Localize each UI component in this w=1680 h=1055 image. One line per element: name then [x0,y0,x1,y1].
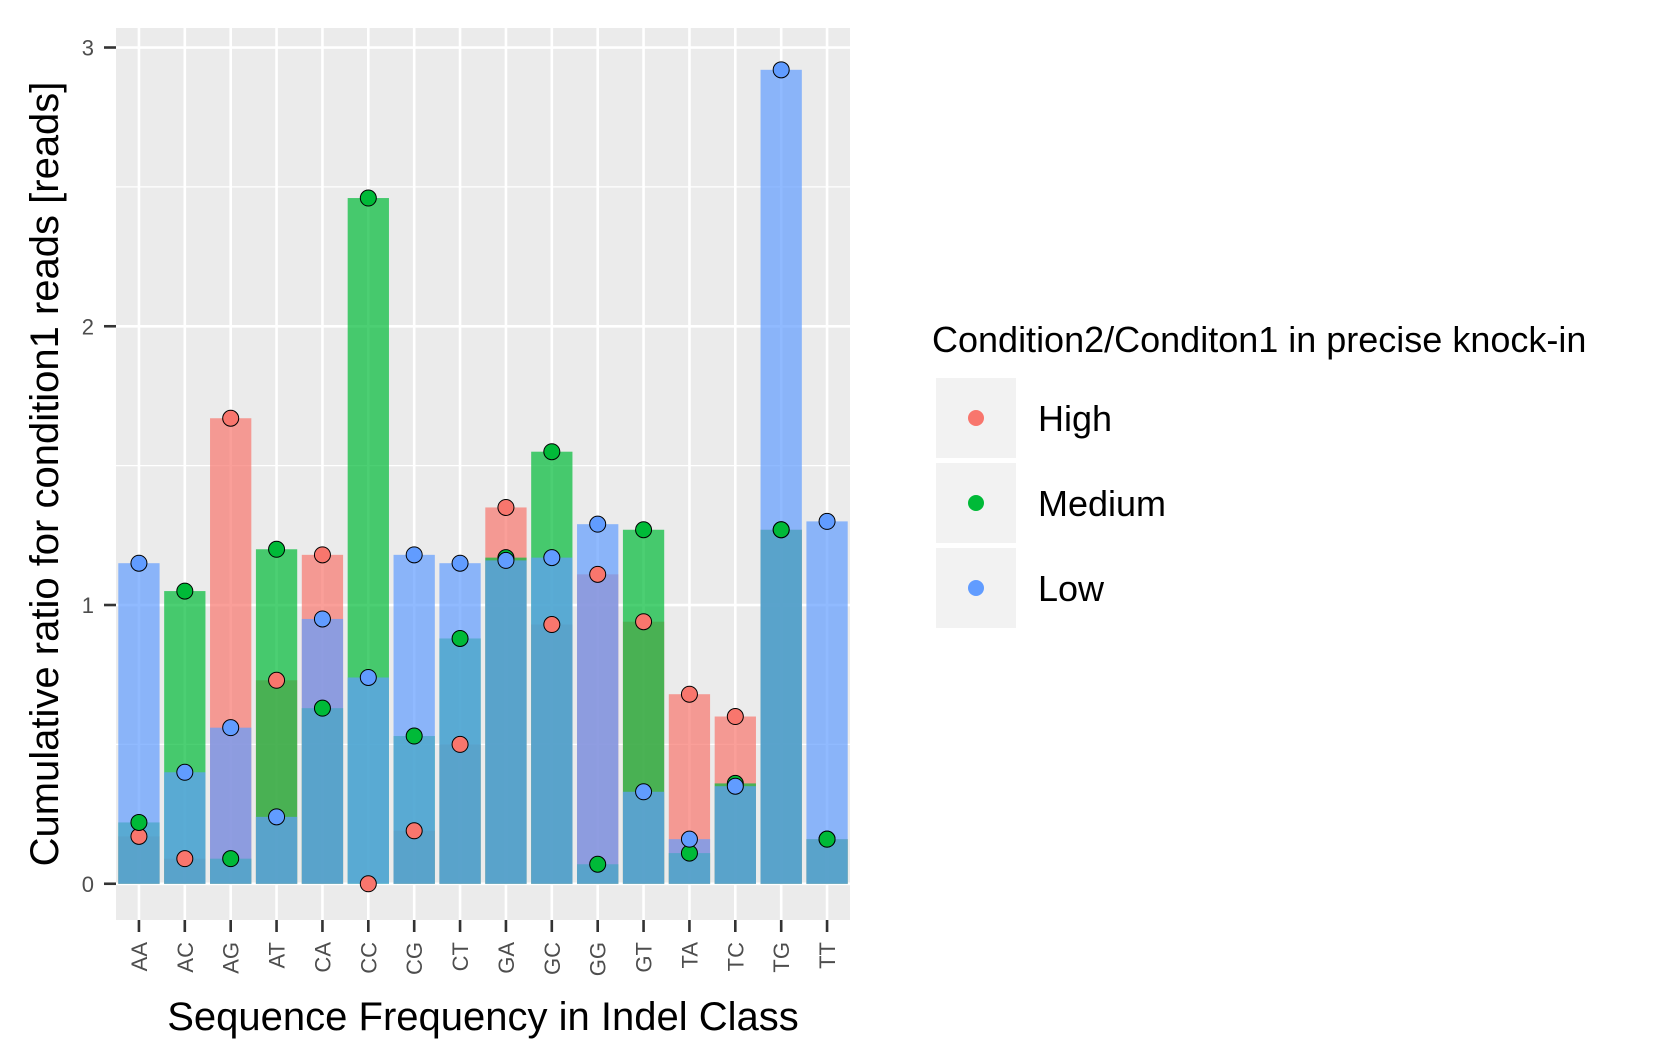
point-high-ca [313,546,331,564]
bar-low-ca [301,618,344,884]
bar-low-tc [714,786,756,884]
point-high-cc [359,875,377,893]
y-tick-label: 0 [82,872,94,897]
legend-label-medium: Medium [1038,483,1166,524]
x-tick-label: TA [677,942,702,969]
bar-low-ct [439,563,481,884]
x-axis-title: Sequence Frequency in Indel Class [167,995,798,1039]
y-tick-label: 1 [82,593,94,618]
x-tick-label: TT [815,942,840,969]
point-low-ca [313,610,331,628]
point-low-gc [543,549,561,567]
point-low-ta [680,830,698,848]
point-low-aa [130,554,148,572]
bar-low-gc [531,557,573,884]
point-medium-gc [543,443,561,461]
x-tick-label: GA [494,942,519,974]
point-high-ct [451,735,469,753]
y-tick-label: 2 [82,314,94,339]
point-medium-ag [222,850,240,868]
x-tick-label: CG [402,942,427,975]
legend-swatch-medium [968,495,984,511]
x-tick-label: AT [265,942,290,968]
legend-swatch-low [968,580,984,596]
point-low-ct [451,554,469,572]
point-high-gg [589,565,607,583]
point-high-cg [405,822,423,840]
bar-low-tg [760,69,802,884]
point-low-ac [176,763,194,781]
point-medium-ca [313,699,331,717]
bar-low-at [255,816,298,884]
legend: Condition2/Conditon1 in precise knock-in… [932,319,1586,628]
point-low-at [268,808,286,826]
x-tick-label: CC [356,942,381,974]
point-high-ta [680,685,698,703]
x-tick-label: GG [586,942,611,976]
x-tick-label: CT [448,942,473,971]
point-high-ag [222,409,240,427]
x-tick-label: AG [219,942,244,974]
point-high-tc [726,708,744,726]
legend-keys: High Medium Low [936,378,1166,628]
y-axis-title: Cumulative ratio for condition1 reads [r… [23,82,67,867]
bar-low-tt [806,521,848,884]
point-medium-tg [772,521,790,539]
legend-swatch-high [968,410,984,426]
point-high-gc [543,616,561,634]
point-medium-cg [405,727,423,745]
bar-low-gg [577,524,619,884]
legend-label-low: Low [1038,568,1105,609]
point-medium-at [268,540,286,558]
x-tick-label: GT [632,942,657,973]
axes: 0 1 2 3 AA AC AG AT CA CC CG CT GA GC GG GT TA TC TG TT [82,36,840,977]
point-low-tc [726,777,744,795]
point-medium-gg [589,855,607,873]
points-layer [130,61,836,893]
point-medium-gt [635,521,653,539]
y-tick-label: 3 [82,36,94,61]
point-high-ac [176,850,194,868]
x-tick-label: AA [127,942,152,972]
point-low-ga [497,551,515,569]
x-tick-label: GC [540,942,565,975]
point-low-tg [772,61,790,79]
point-low-cg [405,546,423,564]
point-medium-tt [818,830,836,848]
point-high-ga [497,498,515,516]
bar-low-cc [347,677,389,884]
legend-label-high: High [1038,398,1112,439]
point-medium-aa [130,813,148,831]
point-low-gg [589,515,607,533]
point-high-at [268,671,286,689]
legend-title: Condition2/Conditon1 in precise knock-in [932,319,1586,360]
point-low-cc [359,668,377,686]
bar-low-gt [622,791,665,884]
point-medium-cc [359,189,377,207]
x-tick-label: CA [310,942,335,973]
point-low-gt [635,783,653,801]
point-high-gt [635,613,653,631]
x-tick-label: TG [769,942,794,973]
x-tick-label: AC [173,942,198,973]
point-low-ag [222,719,240,737]
point-low-tt [818,512,836,530]
x-tick-label: TC [723,942,748,971]
point-medium-ac [176,582,194,600]
point-medium-ct [451,629,469,647]
bar-low-ga [485,560,527,884]
